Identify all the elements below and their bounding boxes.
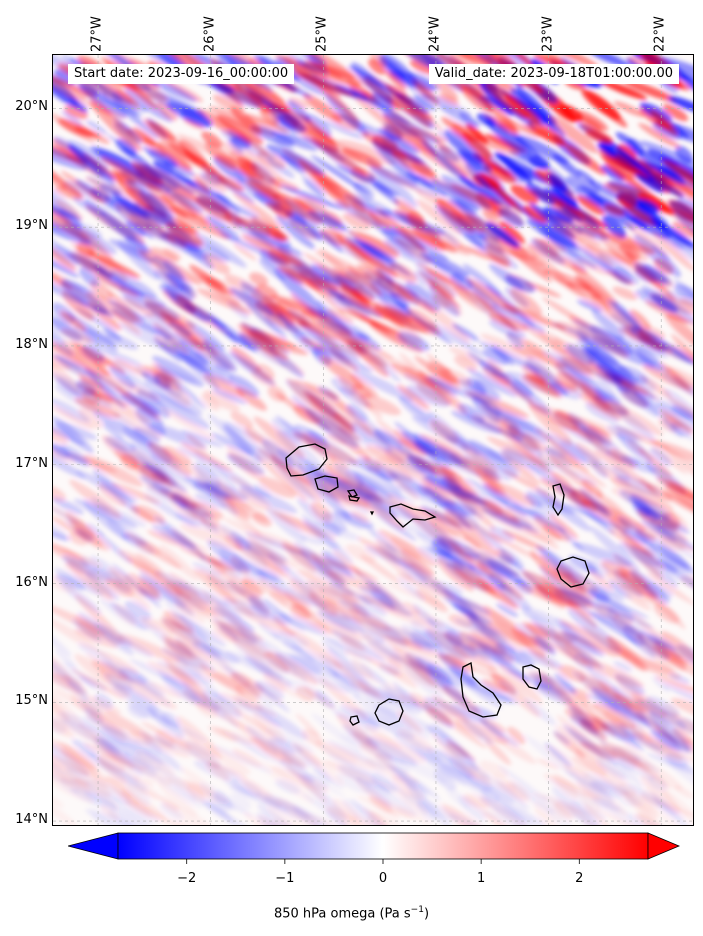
- island-outline: [348, 495, 361, 502]
- colorbar-extend-min: [68, 832, 119, 860]
- colorbar-gradient: [117, 832, 649, 860]
- valid-date-label: Valid_date: 2023-09-18T01:00:00.00: [428, 64, 679, 84]
- island-outline: [374, 698, 404, 726]
- colorbar-tick-label: 0: [378, 871, 388, 886]
- island-outline: [369, 511, 375, 516]
- island-outline: [285, 443, 328, 477]
- lon-tick-label: 22°W: [652, 16, 668, 52]
- lon-tick-label: 24°W: [427, 16, 443, 52]
- lon-tick-label: 27°W: [89, 16, 105, 52]
- coastlines: [285, 443, 590, 726]
- island-outline: [346, 489, 358, 498]
- colorbar-label: 850 hPa omega (Pa s−1): [273, 905, 430, 922]
- island-outline: [314, 475, 339, 493]
- lat-tick-label: 16°N: [15, 574, 48, 590]
- island-outline: [556, 556, 590, 588]
- lat-tick-label: 15°N: [15, 693, 48, 709]
- start-date-label: Start date: 2023-09-16_00:00:00: [68, 64, 295, 84]
- lon-tick-label: 25°W: [314, 16, 330, 52]
- island-outline: [552, 483, 565, 517]
- colorbar: [68, 832, 680, 864]
- lat-tick-label: 14°N: [15, 812, 48, 828]
- omega-field-map: [53, 55, 693, 825]
- lat-tick-label: 20°N: [15, 99, 48, 115]
- colorbar-tick-label: 2: [575, 871, 584, 886]
- map-panel: [52, 54, 694, 826]
- lon-tick-label: 23°W: [540, 16, 556, 52]
- colorbar-tick-label: −2: [177, 871, 197, 886]
- colorbar-tick-label: −1: [275, 871, 295, 886]
- island-outline: [349, 715, 360, 726]
- colorbar-ticks: [186, 859, 580, 864]
- lat-tick-label: 19°N: [15, 218, 48, 234]
- gridlines: [53, 55, 693, 825]
- island-outline: [522, 664, 542, 690]
- lon-tick-label: 26°W: [202, 16, 218, 52]
- lat-tick-label: 18°N: [15, 336, 48, 352]
- omega-field: [53, 55, 693, 825]
- island-outline: [460, 662, 502, 718]
- island-outline: [389, 503, 437, 528]
- lat-tick-label: 17°N: [15, 455, 48, 471]
- colorbar-tick-label: 1: [477, 871, 486, 886]
- colorbar-extend-max: [647, 832, 680, 860]
